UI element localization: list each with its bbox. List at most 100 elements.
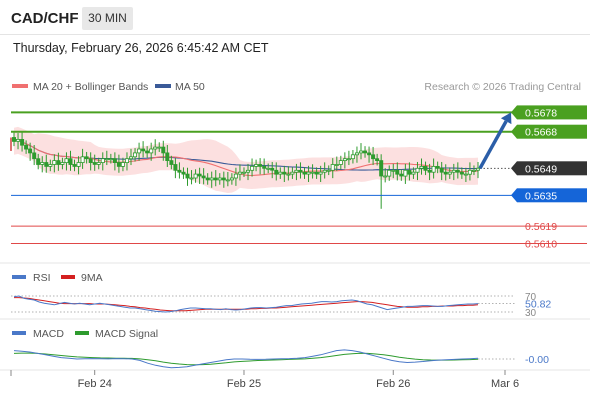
macd-legend-label: MACD <box>33 328 64 340</box>
symbol-title: CAD/CHF <box>11 10 79 27</box>
level-tag <box>517 105 587 120</box>
level-lines: 0.5678 0.5668 0.5649 0.5635 0.5619 0.5610 <box>11 105 587 251</box>
candle-body <box>48 164 53 167</box>
candle-body <box>419 165 424 169</box>
level-label: 0.5668 <box>525 127 557 139</box>
candle-body <box>387 169 392 177</box>
candle-body <box>383 175 388 178</box>
candle-body <box>189 177 194 180</box>
candle-body <box>475 167 480 171</box>
level-tag <box>517 124 587 139</box>
macd-signal-legend-swatch <box>75 331 89 335</box>
candle-body <box>96 162 101 165</box>
candle-body <box>193 173 198 179</box>
candle-body <box>125 158 130 163</box>
candle-body <box>225 179 230 182</box>
candle-body <box>128 156 133 160</box>
candle-body <box>330 164 335 171</box>
candle-body <box>395 169 400 175</box>
candle-body <box>132 152 137 158</box>
candle-body <box>286 173 291 176</box>
candle-body <box>11 137 16 142</box>
candle-body <box>342 158 347 161</box>
candle-body <box>463 173 468 176</box>
level-tag <box>517 188 587 203</box>
macd-signal-legend-label: MACD Signal <box>95 328 158 340</box>
candle-body <box>52 160 57 165</box>
candle-body <box>185 173 190 179</box>
candle-body <box>362 150 367 154</box>
candle-body <box>338 160 343 165</box>
candle-body <box>149 148 154 154</box>
candle-body <box>435 165 440 169</box>
level-label: 0.5610 <box>525 239 557 251</box>
candle-body <box>145 150 150 154</box>
candle-body <box>60 162 65 165</box>
candle-body <box>391 169 396 172</box>
level-label: 0.5678 <box>525 107 557 119</box>
level-tag <box>517 161 587 176</box>
candle-body <box>104 158 109 161</box>
candle-body <box>403 169 408 177</box>
timeframe-button[interactable]: 30 MIN <box>82 7 133 30</box>
candle-body <box>302 171 307 175</box>
candle-body <box>282 171 287 175</box>
candle-body <box>467 169 472 175</box>
candle-body <box>258 164 263 167</box>
candle-body <box>72 164 77 167</box>
ma20-legend-swatch <box>12 84 28 88</box>
macd-signal-line <box>13 352 479 366</box>
rsi-legend-label: RSI <box>33 272 51 284</box>
x-axis: Feb 24 Feb 25 Feb 26 Mar 6 <box>10 370 519 390</box>
candle-body <box>427 169 432 173</box>
candle-body <box>112 158 117 163</box>
ma50-legend-swatch <box>155 84 171 88</box>
candle-body <box>367 152 372 156</box>
candle-body <box>459 171 464 175</box>
candle-body <box>415 167 420 173</box>
level-tag-pointer <box>511 161 517 176</box>
level-tag-pointer <box>511 124 517 139</box>
level-label: 0.5619 <box>525 221 557 233</box>
candle-body <box>274 169 279 175</box>
candle-body <box>100 158 105 163</box>
candle-body <box>237 171 242 175</box>
candle-body <box>76 162 81 167</box>
candle-body <box>439 167 444 173</box>
x-tick-label: Feb 25 <box>227 378 261 390</box>
candle-body <box>165 152 170 161</box>
candle-body <box>358 150 363 154</box>
candle-body <box>250 165 255 171</box>
candle-body <box>471 169 476 172</box>
candle-body <box>80 156 85 164</box>
candle-body <box>266 167 271 170</box>
rsi-ma-legend-swatch <box>61 275 75 279</box>
candle-body <box>447 171 452 175</box>
candle-body <box>270 167 275 171</box>
bollinger-band <box>14 126 478 193</box>
level-tag-pointer <box>511 105 517 120</box>
macd-line <box>13 349 479 369</box>
macd-value-label: -0.00 <box>525 354 549 366</box>
candle-body <box>28 148 33 154</box>
candle-body <box>217 177 222 181</box>
candle-body <box>205 177 210 181</box>
candle-body <box>108 158 113 161</box>
candle-body <box>229 177 234 181</box>
candle-body <box>278 171 283 175</box>
candle-body <box>177 169 182 173</box>
candle-body <box>399 173 404 177</box>
candle-body <box>322 169 327 173</box>
rsi-level-label: 70 <box>525 292 537 303</box>
candle-body <box>245 169 250 173</box>
candle-body <box>298 169 303 173</box>
candle-body <box>173 164 178 171</box>
candle-body <box>153 146 158 150</box>
candle-body <box>15 138 20 142</box>
candle-body <box>431 165 436 173</box>
candle-body <box>213 177 218 181</box>
ma20-legend-label: MA 20 + Bollinger Bands <box>33 81 148 93</box>
datetime-label: Thursday, February 26, 2026 6:45:42 AM C… <box>13 41 269 55</box>
